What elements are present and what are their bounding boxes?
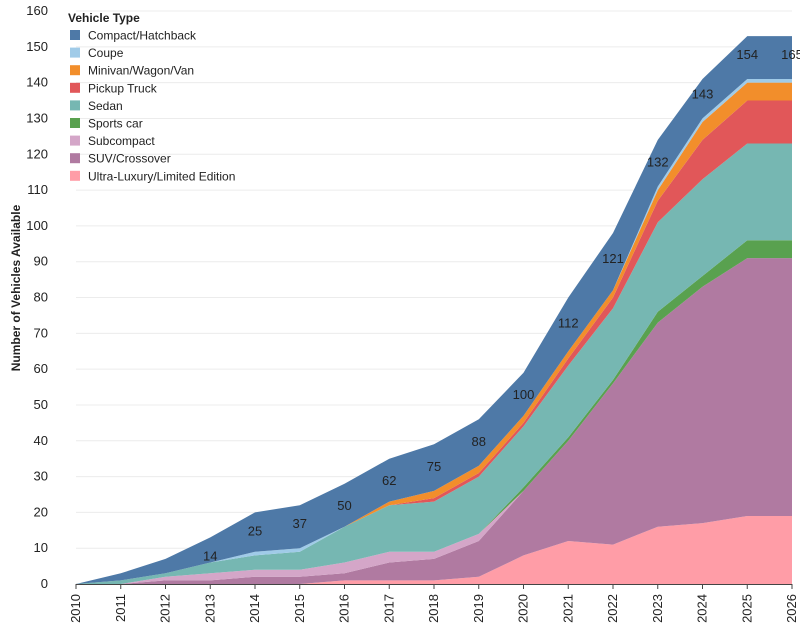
data-label: 165 xyxy=(781,47,800,62)
legend-swatch xyxy=(70,100,80,111)
area-sports-car xyxy=(76,240,792,584)
x-tick-label: 2024 xyxy=(695,594,710,623)
x-tick-label: 2021 xyxy=(560,594,575,623)
y-tick-label: 140 xyxy=(26,75,48,90)
legend-swatch xyxy=(70,47,80,58)
legend-swatch xyxy=(70,153,80,164)
x-tick-label: 2010 xyxy=(68,594,83,623)
x-tick-label: 2016 xyxy=(337,594,352,623)
legend-swatch xyxy=(70,135,80,146)
y-tick-label: 100 xyxy=(26,218,48,233)
x-tick-label: 2026 xyxy=(784,594,799,623)
data-label: 25 xyxy=(248,523,262,538)
legend-label: Sports car xyxy=(88,117,143,131)
area-suv-crossover xyxy=(76,258,792,584)
legend-swatch xyxy=(70,65,80,76)
y-tick-label: 30 xyxy=(34,469,48,484)
x-tick-label: 2018 xyxy=(426,594,441,623)
data-label: 112 xyxy=(558,316,579,331)
data-label: 14 xyxy=(203,548,217,563)
y-axis-title: Number of Vehicles Available xyxy=(9,204,23,371)
legend-swatch xyxy=(70,30,80,40)
y-tick-label: 50 xyxy=(34,397,48,412)
y-tick-label: 80 xyxy=(34,290,48,305)
area-sedan xyxy=(76,143,792,584)
data-label: 121 xyxy=(602,251,624,266)
x-tick-label: 2022 xyxy=(605,594,620,623)
area-layer xyxy=(76,36,792,585)
legend-label: Subcompact xyxy=(88,134,155,148)
y-tick-label: 60 xyxy=(34,361,48,376)
data-label: 143 xyxy=(692,86,714,101)
y-tick-label: 20 xyxy=(34,504,48,519)
data-label: 154 xyxy=(736,47,758,62)
data-label: 75 xyxy=(427,459,441,474)
x-tick-label: 2025 xyxy=(739,594,754,623)
x-tick-label: 2012 xyxy=(158,594,173,623)
x-tick-label: 2020 xyxy=(516,594,531,623)
data-label: 37 xyxy=(293,516,307,531)
data-labels: 14 25 37 50 62 75 88 100 112 121 132 143 154 165 xyxy=(203,47,800,563)
area-pickup-truck xyxy=(76,100,792,584)
legend: Vehicle Type Compact/Hatchback Coupe Miniv… xyxy=(68,11,235,183)
x-tick-label: 2015 xyxy=(292,594,307,623)
y-tick-label: 90 xyxy=(34,254,48,269)
data-label: 62 xyxy=(382,473,396,488)
legend-label: Sedan xyxy=(88,99,123,113)
legend-label: Pickup Truck xyxy=(88,81,158,95)
y-tick-label: 10 xyxy=(34,540,48,555)
y-tick-label: 40 xyxy=(34,433,48,448)
x-tick-label: 2023 xyxy=(650,594,665,623)
x-tick-label: 2019 xyxy=(471,594,486,623)
area-compact-hatchback xyxy=(76,36,792,585)
legend-label: Coupe xyxy=(88,46,124,60)
area-ultra-luxury-limited-edition xyxy=(76,516,792,584)
y-tick-label: 130 xyxy=(26,110,48,125)
x-tick-label: 2011 xyxy=(113,594,128,622)
x-tick-label: 2013 xyxy=(202,594,217,623)
legend-swatch xyxy=(70,170,80,181)
y-tick-label: 110 xyxy=(27,182,48,197)
data-label: 88 xyxy=(472,434,486,449)
legend-label: Ultra-Luxury/Limited Edition xyxy=(88,169,235,183)
axes: 0 10 20 30 40 50 60 70 80 90 100 110 120 130 140 150 160… xyxy=(26,3,799,623)
legend-swatch xyxy=(70,82,80,93)
y-tick-label: 160 xyxy=(26,3,48,18)
legend-label: SUV/Crossover xyxy=(88,152,171,166)
data-label: 50 xyxy=(337,498,351,513)
x-tick-label: 2017 xyxy=(381,594,396,623)
x-tick-label: 2014 xyxy=(247,594,262,623)
y-tick-label: 70 xyxy=(34,325,48,340)
y-tick-label: 0 xyxy=(41,576,48,591)
legend-label: Compact/Hatchback xyxy=(88,29,197,43)
legend-label: Minivan/Wagon/Van xyxy=(88,64,194,78)
data-label: 132 xyxy=(647,154,669,169)
y-tick-label: 120 xyxy=(26,146,48,161)
legend-swatch xyxy=(70,118,80,128)
data-label: 100 xyxy=(513,387,535,402)
y-tick-label: 150 xyxy=(26,39,48,54)
legend-title: Vehicle Type xyxy=(68,11,140,25)
